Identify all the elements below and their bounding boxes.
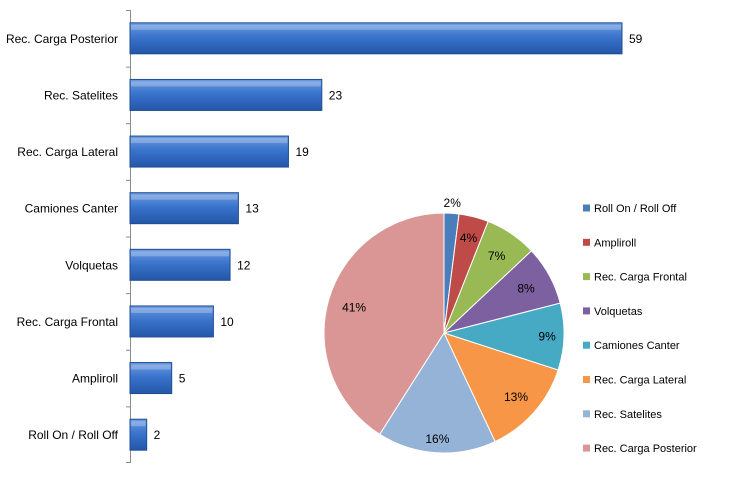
legend-swatch-rec-carga-posterior (583, 444, 590, 452)
legend-label: Rec. Carga Lateral (594, 375, 686, 387)
legend-label: Rec. Satelites (594, 409, 662, 421)
bar-rec-carga-posterior (129, 22, 623, 55)
pie-data-label: 8% (517, 281, 535, 295)
bar-data-label: 10 (220, 315, 234, 329)
bar-category-label: Roll On / Roll Off (28, 428, 118, 442)
pie-data-label: 2% (444, 196, 462, 210)
bar-highlight (131, 364, 171, 370)
bar-chart: Rec. Carga Posterior 59 Rec. Satelites 23 Re… (6, 10, 643, 463)
pie-slice-rec-carga-lateral (443, 332, 559, 443)
legend-swatch-rec-satelites (583, 410, 590, 418)
bar-highlight (131, 194, 238, 200)
bar-data-label: 13 (245, 202, 259, 216)
bar-category-label: Ampliroll (72, 372, 118, 386)
bar-camiones-canter (129, 192, 239, 225)
bar-rec-satelites (129, 78, 323, 111)
legend-label: Volquetas (594, 306, 643, 318)
pie-data-label: 9% (538, 330, 556, 344)
bar-volquetas (129, 248, 231, 281)
bar-category-label: Rec. Carga Frontal (17, 315, 118, 329)
pie-data-label: 4% (460, 231, 478, 245)
legend-label: Ampliroll (594, 237, 636, 249)
bar-rec-carga-frontal (129, 305, 214, 338)
legend-swatch-volquetas (583, 307, 590, 315)
legend-label: Roll On / Roll Off (594, 203, 677, 215)
legend-swatch-rec-carga-lateral (583, 376, 590, 383)
legend-swatch-camiones-canter (583, 341, 590, 349)
bar-data-label: 12 (237, 258, 251, 272)
bar-category-label: Rec. Carga Lateral (17, 145, 118, 159)
pie-chart: 2% 4% 7% 8% 9% 13% 16% 41% Roll On / Roll Off Amp… (323, 196, 697, 455)
pie-slice-rec-satelites (379, 331, 496, 454)
bar-highlight (131, 138, 288, 144)
pie-data-label: 16% (425, 432, 449, 446)
bar-ampliroll (129, 362, 173, 395)
bar-highlight (131, 421, 146, 427)
legend-label: Camiones Canter (594, 340, 680, 352)
bar-highlight (131, 81, 321, 87)
bar-highlight (131, 24, 621, 30)
legend-swatch-rec-carga-frontal (583, 273, 590, 281)
bar-category-label: Rec. Carga Posterior (6, 32, 118, 46)
pie-data-label: 41% (342, 300, 366, 314)
bar-data-label: 2 (154, 428, 161, 442)
bar-category-label: Rec. Satelites (44, 88, 118, 102)
legend-label: Rec. Carga Frontal (594, 272, 687, 284)
bar-category-label: Volquetas (65, 258, 118, 272)
bar-data-label: 59 (629, 32, 643, 46)
legend-label: Rec. Carga Posterior (594, 443, 697, 455)
bar-data-label: 19 (295, 145, 309, 159)
bar-highlight (131, 251, 230, 257)
bar-data-label: 23 (329, 88, 343, 102)
bar-data-label: 5 (179, 372, 186, 386)
bar-roll-on-roll-off (129, 418, 148, 451)
pie-data-label: 7% (488, 249, 506, 263)
pie-slice-rec-carga-posterior (323, 212, 445, 436)
bar-category-label: Camiones Canter (25, 202, 118, 216)
bar-rec-carga-lateral (129, 135, 289, 168)
pie-data-label: 13% (504, 390, 528, 404)
legend-swatch-roll-on-roll-off (583, 204, 590, 212)
bar-highlight (131, 307, 213, 313)
legend-swatch-ampliroll (583, 238, 590, 246)
